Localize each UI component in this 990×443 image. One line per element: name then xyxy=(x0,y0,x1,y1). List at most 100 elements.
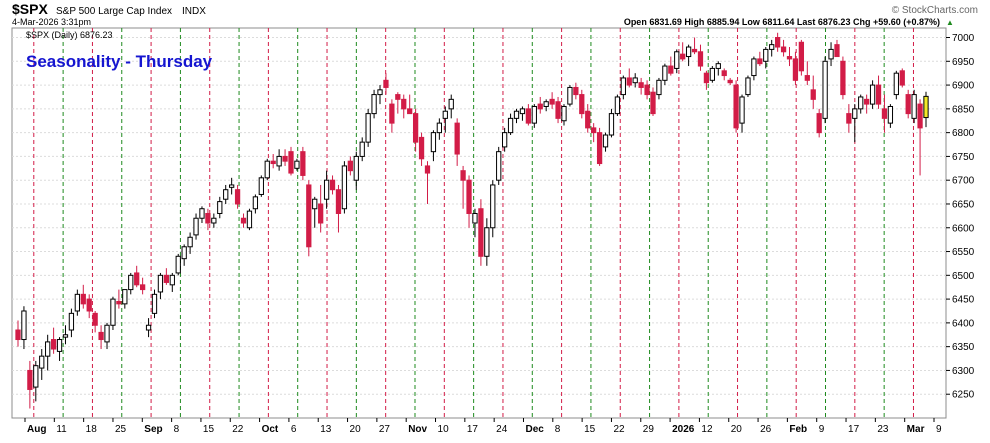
candle xyxy=(27,360,33,409)
candle-body xyxy=(786,56,793,60)
candle xyxy=(727,77,733,86)
candle-body xyxy=(697,51,704,67)
y-tick-label: 6850 xyxy=(952,104,975,115)
x-tick-label: 17 xyxy=(848,424,860,435)
candle xyxy=(122,289,128,309)
candle-body xyxy=(163,274,170,283)
candle xyxy=(519,106,526,121)
candlestick-series xyxy=(15,32,929,409)
candle xyxy=(685,44,692,67)
candle xyxy=(608,108,615,138)
y-tick-label: 6300 xyxy=(952,366,975,377)
candle xyxy=(638,77,644,95)
candle-body xyxy=(377,89,383,96)
candle-body xyxy=(74,293,80,312)
candle-body xyxy=(869,84,876,105)
candle-body xyxy=(329,179,336,191)
candle-body xyxy=(911,94,917,119)
candle xyxy=(763,47,769,69)
candle-body xyxy=(240,217,247,224)
candle xyxy=(329,175,336,195)
y-tick-label: 6700 xyxy=(952,176,975,187)
candle xyxy=(757,51,763,67)
candle-body xyxy=(893,72,899,96)
candle xyxy=(98,325,104,350)
candle-body xyxy=(614,96,621,115)
candle xyxy=(591,123,597,143)
candle-body xyxy=(828,48,834,60)
candle-body xyxy=(579,94,585,115)
candle xyxy=(585,104,591,133)
candle-body xyxy=(151,293,158,314)
y-tick-label: 6800 xyxy=(952,128,975,139)
candle xyxy=(341,161,348,214)
candle-body xyxy=(175,255,181,274)
x-tick-label: 12 xyxy=(701,424,713,435)
candle xyxy=(911,89,917,124)
candle xyxy=(555,96,561,124)
candle-body xyxy=(573,86,579,96)
candle xyxy=(602,132,609,152)
x-tick-label: 24 xyxy=(496,424,508,435)
y-tick-label: 6400 xyxy=(952,318,975,329)
y-tick-label: 6950 xyxy=(952,57,975,68)
candle xyxy=(496,146,502,185)
candle xyxy=(128,272,134,295)
candle xyxy=(656,77,662,100)
x-tick-label: Feb xyxy=(789,424,807,435)
candle xyxy=(881,94,888,133)
candle-body xyxy=(294,160,300,169)
candle xyxy=(579,89,585,119)
candle-body xyxy=(223,189,229,200)
candle-body xyxy=(33,365,39,388)
x-tick-label: 8 xyxy=(555,424,561,435)
candle-body xyxy=(318,203,324,224)
candle-body xyxy=(258,177,264,195)
y-tick-label: 6650 xyxy=(952,199,975,210)
candle-body xyxy=(608,113,615,136)
candle-body xyxy=(804,75,810,81)
candle xyxy=(169,272,175,292)
candle xyxy=(68,308,75,338)
candle xyxy=(116,289,122,309)
candle xyxy=(650,87,656,116)
candle xyxy=(335,184,342,233)
candle-body xyxy=(733,84,739,129)
candle xyxy=(567,85,573,107)
x-tick-label: 13 xyxy=(320,424,332,435)
candle xyxy=(780,39,787,57)
candle-body xyxy=(169,274,175,286)
candle xyxy=(513,108,520,124)
candle-body xyxy=(620,77,626,96)
candle xyxy=(436,118,442,140)
candle xyxy=(401,94,407,119)
candle-body xyxy=(211,217,217,224)
candle xyxy=(318,184,324,233)
candle-body xyxy=(567,86,573,105)
candle-body xyxy=(383,79,389,88)
candle-body xyxy=(923,95,929,119)
candle-body xyxy=(134,272,140,286)
candle xyxy=(846,104,852,133)
candle xyxy=(549,92,555,109)
candle xyxy=(531,104,537,128)
candle xyxy=(163,268,170,285)
candle-body xyxy=(632,77,638,84)
candle-body xyxy=(537,103,543,110)
candle-body xyxy=(757,58,763,65)
candle-body xyxy=(246,210,253,229)
candle xyxy=(840,56,846,100)
candle xyxy=(56,337,63,361)
candle xyxy=(454,118,460,166)
candle xyxy=(715,61,721,76)
candle xyxy=(240,213,247,228)
candle-body xyxy=(780,46,787,53)
candle xyxy=(816,108,822,138)
x-tick-label: 2026 xyxy=(672,424,695,435)
candle xyxy=(691,37,698,55)
candle-body xyxy=(507,117,514,134)
candle xyxy=(697,44,704,71)
candle-body xyxy=(448,98,454,110)
candle-body xyxy=(300,151,306,176)
candle-body xyxy=(490,184,496,229)
